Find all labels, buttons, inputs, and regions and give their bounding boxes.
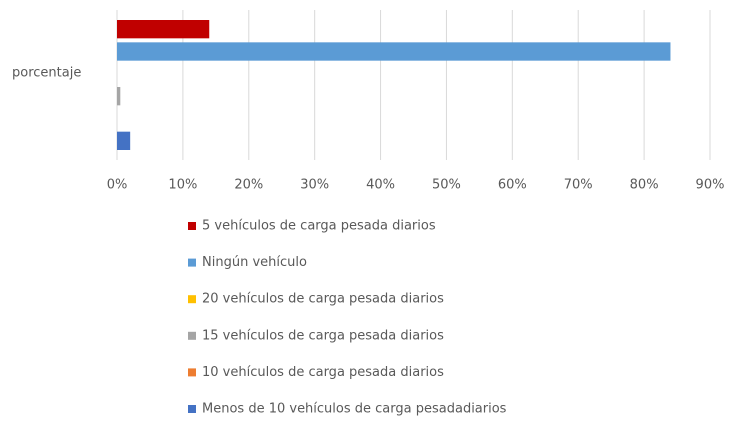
bar: [117, 42, 671, 61]
x-tick-label: 20%: [234, 178, 263, 193]
x-tick-label: 0%: [107, 178, 128, 193]
x-tick-label: 80%: [630, 178, 659, 193]
legend-swatch: [188, 222, 196, 230]
legend-label: 15 vehículos de carga pesada diarios: [202, 328, 444, 343]
category-label: porcentaje: [12, 66, 81, 81]
legend-swatch: [188, 405, 196, 413]
x-tick-label: 50%: [432, 178, 461, 193]
legend-label: Menos de 10 vehículos de carga pesadadia…: [202, 402, 507, 417]
x-tick-label: 10%: [168, 178, 197, 193]
legend-label: 10 vehículos de carga pesada diarios: [202, 365, 444, 380]
x-tick-label: 70%: [564, 178, 593, 193]
x-tick-label: 30%: [300, 178, 329, 193]
x-tick-label: 90%: [696, 178, 725, 193]
legend-label: 20 vehículos de carga pesada diarios: [202, 292, 444, 307]
bar: [117, 20, 210, 39]
x-tick-label: 40%: [366, 178, 395, 193]
legend-swatch: [188, 368, 196, 377]
legend-label: 5 vehículos de carga pesada diarios: [202, 219, 436, 234]
legend-label: Ningún vehículo: [202, 255, 307, 270]
legend-swatch: [188, 331, 196, 340]
bar: [117, 131, 131, 150]
x-tick-label: 60%: [498, 178, 527, 193]
bar: [117, 87, 121, 106]
legend-swatch: [188, 258, 196, 267]
legend-swatch: [188, 295, 196, 304]
